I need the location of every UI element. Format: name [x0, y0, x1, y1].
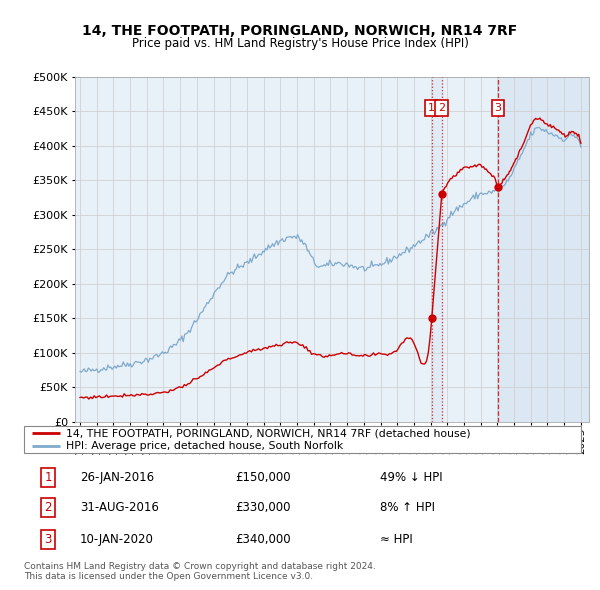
Text: Price paid vs. HM Land Registry's House Price Index (HPI): Price paid vs. HM Land Registry's House …	[131, 37, 469, 50]
Text: 14, THE FOOTPATH, PORINGLAND, NORWICH, NR14 7RF (detached house): 14, THE FOOTPATH, PORINGLAND, NORWICH, N…	[66, 428, 470, 438]
Text: 1: 1	[44, 471, 52, 484]
Text: ≈ HPI: ≈ HPI	[380, 533, 413, 546]
Text: £340,000: £340,000	[236, 533, 291, 546]
Bar	[432, 77, 442, 422]
Text: 26-JAN-2016: 26-JAN-2016	[80, 471, 154, 484]
Text: £150,000: £150,000	[236, 471, 291, 484]
Text: Contains HM Land Registry data © Crown copyright and database right 2024.: Contains HM Land Registry data © Crown c…	[24, 562, 376, 571]
Text: 3: 3	[494, 103, 502, 113]
Text: 2: 2	[438, 103, 445, 113]
Text: £330,000: £330,000	[236, 501, 291, 514]
Text: HPI: Average price, detached house, South Norfolk: HPI: Average price, detached house, Sout…	[66, 441, 343, 451]
Text: 8% ↑ HPI: 8% ↑ HPI	[380, 501, 436, 514]
Text: This data is licensed under the Open Government Licence v3.0.: This data is licensed under the Open Gov…	[24, 572, 313, 581]
Bar	[498, 77, 589, 422]
Text: 31-AUG-2016: 31-AUG-2016	[80, 501, 158, 514]
Text: 3: 3	[44, 533, 52, 546]
Text: 2: 2	[44, 501, 52, 514]
Text: 49% ↓ HPI: 49% ↓ HPI	[380, 471, 443, 484]
Text: 10-JAN-2020: 10-JAN-2020	[80, 533, 154, 546]
Text: 14, THE FOOTPATH, PORINGLAND, NORWICH, NR14 7RF: 14, THE FOOTPATH, PORINGLAND, NORWICH, N…	[82, 24, 518, 38]
Text: 1: 1	[428, 103, 435, 113]
